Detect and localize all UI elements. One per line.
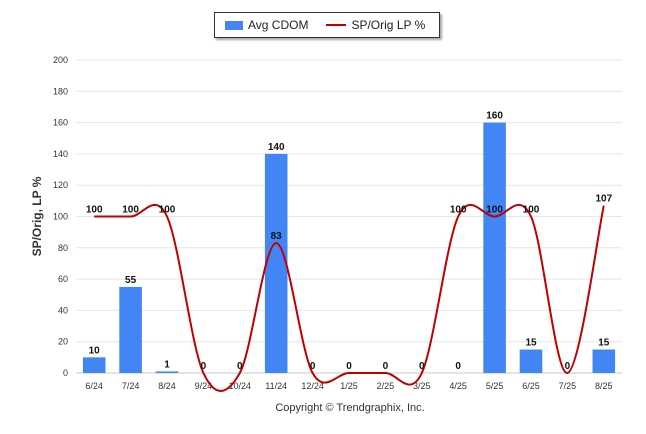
- bar-data-label: 15: [525, 338, 537, 349]
- x-tick-label: 7/24: [122, 381, 140, 391]
- x-tick-label: 6/25: [522, 381, 540, 391]
- line-data-label: 100: [159, 205, 176, 216]
- line-data-label: 0: [201, 361, 207, 372]
- bar-data-label: 10: [89, 345, 101, 356]
- x-tick-label: 12/24: [301, 381, 324, 391]
- line-data-label: 0: [383, 361, 389, 372]
- x-tick-label: 5/25: [486, 381, 504, 391]
- line-data-label: 100: [523, 205, 540, 216]
- legend-bar-label: Avg CDOM: [248, 18, 309, 32]
- line-data-label: 0: [346, 361, 352, 372]
- line-data-label: 83: [271, 231, 283, 242]
- bar: [264, 153, 288, 373]
- copyright-footer: Copyright © Trendgraphix, Inc.: [275, 402, 425, 414]
- legend: Avg CDOM SP/Orig LP %: [214, 12, 440, 38]
- y-tick-label: 60: [58, 274, 68, 284]
- y-tick-label: 120: [53, 180, 68, 190]
- bar: [155, 371, 179, 373]
- bar: [82, 357, 106, 373]
- y-tick-label: 200: [53, 55, 68, 65]
- line-series-path: [94, 203, 605, 392]
- legend-bar-swatch: [225, 20, 243, 30]
- bar-data-label: 1: [164, 359, 170, 370]
- bar-data-label: 55: [125, 275, 137, 286]
- legend-line-label: SP/Orig LP %: [351, 18, 426, 32]
- bar: [519, 349, 543, 373]
- x-tick-label: 8/25: [595, 381, 613, 391]
- x-tick-label: 10/24: [229, 381, 252, 391]
- x-tick-label: 8/24: [158, 381, 176, 391]
- y-tick-label: 80: [58, 243, 68, 253]
- y-tick-label: 140: [53, 149, 68, 159]
- x-tick-label: 3/25: [413, 381, 431, 391]
- bar: [119, 286, 142, 373]
- bar: [592, 349, 616, 373]
- bar-data-label: 15: [598, 338, 610, 349]
- y-tick-label: 100: [53, 212, 68, 222]
- y-tick-label: 180: [53, 86, 68, 96]
- bar-data-label: 140: [268, 142, 285, 153]
- x-tick-label: 11/24: [265, 381, 287, 391]
- bar-data-label: 160: [486, 111, 503, 122]
- line-data-label: 100: [86, 205, 103, 216]
- x-tick-label: 1/25: [340, 381, 358, 391]
- line-data-label: 107: [595, 194, 612, 205]
- x-tick-label: 2/25: [377, 381, 395, 391]
- line-data-label: 100: [486, 205, 503, 216]
- y-tick-label: 160: [53, 118, 68, 128]
- line-data-label: 0: [565, 361, 571, 372]
- y-tick-label: 20: [58, 337, 68, 347]
- bar-data-label: 0: [455, 361, 461, 372]
- legend-line-swatch: [326, 24, 347, 26]
- bar: [483, 122, 506, 373]
- line-data-label: 0: [237, 361, 243, 372]
- x-tick-label: 6/24: [85, 381, 103, 391]
- line-data-label: 0: [310, 361, 316, 372]
- line-data-label: 100: [122, 205, 139, 216]
- y-axis-label: SP/Orig, LP %: [30, 176, 44, 256]
- line-data-label: 0: [419, 361, 425, 372]
- y-tick-label: 40: [58, 305, 68, 315]
- x-tick-label: 4/25: [449, 381, 467, 391]
- x-tick-label: 9/24: [195, 381, 213, 391]
- x-tick-label: 7/25: [559, 381, 577, 391]
- y-tick-label: 0: [63, 368, 68, 378]
- line-data-label: 100: [450, 205, 467, 216]
